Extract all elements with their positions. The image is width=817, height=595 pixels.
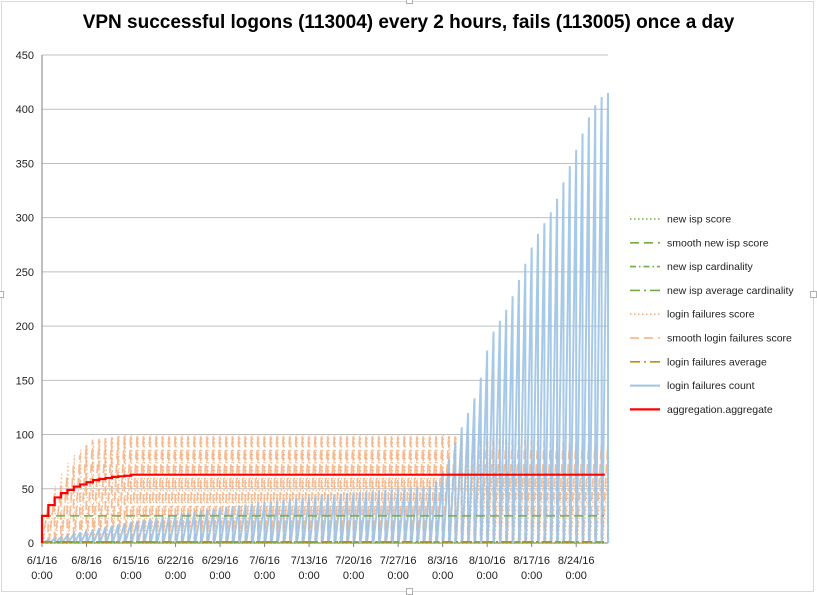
y-tick-label: 450	[16, 50, 34, 62]
x-tick-label-date: 8/3/16	[427, 555, 458, 567]
resize-handle-left[interactable]	[0, 291, 4, 298]
x-tick-label-time: 0:00	[476, 570, 497, 582]
legend-label: new isp cardinality	[667, 261, 754, 273]
x-tick-label-time: 0:00	[209, 570, 230, 582]
x-tick-label-date: 8/10/16	[469, 555, 506, 567]
x-tick-label-time: 0:00	[298, 570, 319, 582]
legend-label: aggregation.aggregate	[667, 404, 773, 416]
x-tick-label-date: 8/24/16	[558, 555, 595, 567]
x-tick-label-time: 0:00	[76, 570, 97, 582]
x-tick-label-date: 6/8/16	[71, 555, 102, 567]
x-tick-label-time: 0:00	[120, 570, 141, 582]
legend-label: smooth login failures score	[667, 333, 792, 345]
legend-label: login failures score	[667, 309, 755, 321]
x-tick-label-time: 0:00	[343, 570, 364, 582]
series-path	[42, 434, 610, 544]
x-tick-label-date: 6/15/16	[113, 555, 150, 567]
legend-label: new isp score	[667, 214, 731, 226]
x-tick-label-time: 0:00	[165, 570, 186, 582]
x-tick-label-time: 0:00	[565, 570, 586, 582]
y-tick-label: 50	[22, 484, 34, 496]
legend-item: new isp score	[630, 214, 731, 226]
x-tick-label-date: 8/17/16	[513, 555, 550, 567]
x-tick-label-date: 7/20/16	[335, 555, 372, 567]
x-tick-label-time: 0:00	[432, 570, 453, 582]
y-tick-label: 100	[16, 430, 34, 442]
plot-series	[40, 92, 610, 544]
legend-label: new isp average cardinality	[667, 285, 794, 297]
legend-item: smooth login failures score	[630, 333, 792, 345]
legend-label: login failures average	[667, 356, 767, 368]
series-path	[40, 473, 605, 543]
legend-label: login failures count	[667, 380, 755, 392]
x-tick-label-date: 7/13/16	[291, 555, 328, 567]
legend-item: new isp cardinality	[630, 261, 754, 273]
legend-item: login failures score	[630, 309, 755, 321]
legend-item: login failures average	[630, 356, 767, 368]
x-tick-label-date: 6/29/16	[202, 555, 239, 567]
x-tick-label-time: 0:00	[254, 570, 275, 582]
x-tick-label-time: 0:00	[387, 570, 408, 582]
chart-title: VPN successful logons (113004) every 2 h…	[82, 12, 735, 33]
x-tick-label-date: 6/1/16	[27, 555, 58, 567]
series-aggregation-aggregate	[40, 473, 605, 543]
legend-item: aggregation.aggregate	[630, 404, 773, 416]
x-tick-label-date: 7/27/16	[380, 555, 417, 567]
y-tick-label: 150	[16, 375, 34, 387]
legend-label: smooth new isp score	[667, 237, 769, 249]
x-tick-label-date: 6/22/16	[157, 555, 194, 567]
resize-handle-bottom[interactable]	[406, 588, 413, 595]
legend-item: login failures count	[630, 380, 755, 392]
resize-handle-top[interactable]	[406, 0, 413, 4]
y-tick-label: 250	[16, 267, 34, 279]
gridlines	[41, 54, 608, 544]
x-tick-label-date: 7/6/16	[249, 555, 280, 567]
resize-handle-right[interactable]	[810, 291, 817, 298]
y-tick-label: 200	[16, 321, 34, 333]
x-tick-label-time: 0:00	[31, 570, 52, 582]
y-tick-label: 400	[16, 104, 34, 116]
legend: new isp score smooth new isp score new isp…	[630, 214, 794, 416]
x-tick-label-time: 0:00	[521, 570, 542, 582]
y-tick-label: 0	[28, 538, 34, 550]
y-axis-ticks: 0 50 100 150 200 250 300 350 400 450	[16, 50, 34, 550]
legend-item: new isp average cardinality	[630, 285, 794, 297]
y-tick-label: 350	[16, 158, 34, 170]
series-login-failures-score	[42, 434, 610, 544]
y-tick-label: 300	[16, 213, 34, 225]
legend-item: smooth new isp score	[630, 237, 769, 249]
x-axis-ticks: 6/1/16 0:00 6/8/16 0:00 6/15/16 0:00 6/22/16 0:…	[27, 543, 595, 582]
